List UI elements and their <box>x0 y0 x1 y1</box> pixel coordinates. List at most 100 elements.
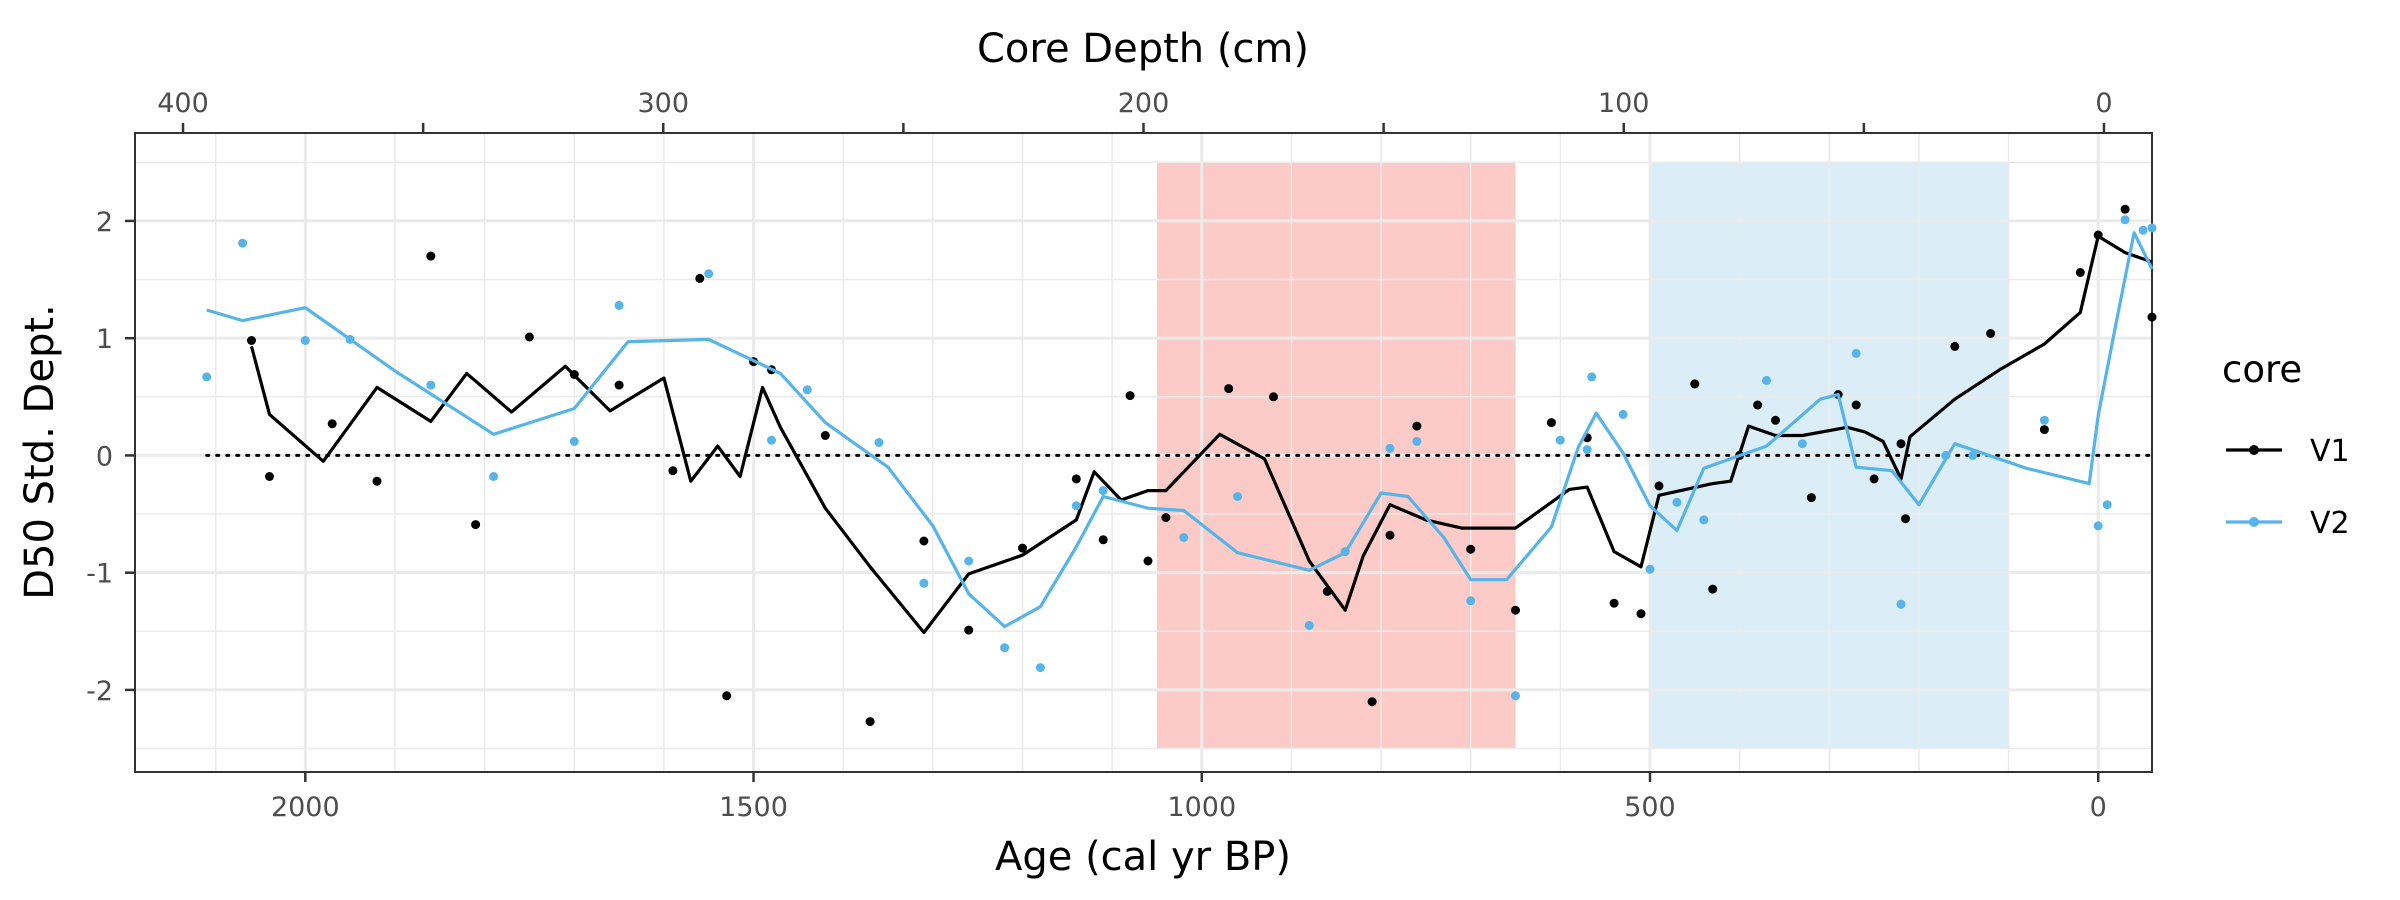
data-point-v2 <box>1233 492 1243 501</box>
data-point-v1 <box>569 370 579 379</box>
data-point-v1 <box>524 332 534 342</box>
data-point-v2 <box>1179 533 1189 542</box>
data-point-v1 <box>1851 400 1861 410</box>
data-point-v2 <box>1340 547 1350 557</box>
data-point-v2 <box>489 472 499 481</box>
data-point-v1 <box>1125 391 1135 401</box>
data-point-v1 <box>327 419 337 429</box>
data-point-v2 <box>1304 620 1314 630</box>
data-point-v1 <box>1161 513 1171 523</box>
top-axis-title: Core Depth (cm) <box>977 26 1309 72</box>
data-point-v2 <box>2147 223 2157 233</box>
data-point-v2 <box>1587 372 1597 382</box>
data-point-v1 <box>1806 493 1816 503</box>
data-point-v2 <box>426 380 436 390</box>
data-point-v2 <box>919 578 929 588</box>
data-point-v2 <box>2120 215 2130 225</box>
data-point-v2 <box>1941 450 1951 460</box>
data-point-v1 <box>964 625 974 635</box>
x-tick-label: 500 <box>1624 792 1676 823</box>
legend-label: V1 <box>2310 434 2350 469</box>
series-line-v2 <box>206 231 2154 629</box>
legend-title: core <box>2222 348 2302 391</box>
data-point-v1 <box>1322 586 1332 596</box>
data-point-v1 <box>1385 530 1395 540</box>
x-tick-label: 1000 <box>1167 792 1236 823</box>
data-point-v1 <box>1269 392 1278 402</box>
data-point-v2 <box>1968 450 1978 460</box>
data-point-v1 <box>1901 514 1910 524</box>
y-tick-label: 0 <box>96 441 113 472</box>
data-point-v1 <box>1708 584 1718 594</box>
data-point-v1 <box>820 431 830 440</box>
legend: core V1 V2 <box>2222 348 2350 541</box>
data-point-v1 <box>2075 268 2085 277</box>
y-tick-label: -2 <box>86 676 113 707</box>
series-v1 <box>247 204 2157 727</box>
data-point-v2 <box>1412 436 1422 446</box>
data-point-v2 <box>2039 415 2049 425</box>
data-point-v2 <box>569 436 579 446</box>
data-point-v1 <box>1654 481 1664 491</box>
data-point-v1 <box>1896 439 1906 449</box>
data-point-v2 <box>2102 500 2112 510</box>
data-point-v2 <box>2093 521 2103 531</box>
data-point-v2 <box>802 385 812 395</box>
data-point-v2 <box>1851 348 1861 358</box>
data-point-v1 <box>1869 474 1879 484</box>
data-point-v2 <box>704 269 714 279</box>
series-v2 <box>202 215 2157 701</box>
data-point-v1 <box>1950 341 1960 351</box>
data-point-v1 <box>668 466 678 476</box>
data-point-v1 <box>2039 425 2049 435</box>
bottom-axis: 2000 1500 1000 500 0 <box>271 772 2107 823</box>
data-point-v1 <box>1986 329 1996 338</box>
data-point-v1 <box>426 251 436 261</box>
data-point-v2 <box>767 435 776 445</box>
data-point-v1 <box>1098 535 1108 545</box>
data-point-v1 <box>1018 543 1027 553</box>
depth-tick-label: 0 <box>2095 88 2112 119</box>
data-point-v1 <box>1753 400 1763 410</box>
data-point-v1 <box>2120 204 2130 214</box>
data-point-v1 <box>2093 230 2103 240</box>
data-point-v1 <box>1511 605 1520 615</box>
data-point-v2 <box>1466 596 1476 606</box>
legend-key-v2: V2 <box>2226 506 2350 541</box>
data-point-v2 <box>614 300 624 310</box>
legend-marker <box>2249 445 2259 455</box>
data-point-v1 <box>265 472 274 481</box>
legend-label: V2 <box>2310 506 2350 541</box>
y-tick-label: 2 <box>96 207 113 238</box>
data-point-v2 <box>202 372 212 382</box>
data-point-v1 <box>247 336 256 345</box>
data-point-v1 <box>1636 609 1646 619</box>
data-point-v1 <box>1466 544 1476 554</box>
data-point-v1 <box>1224 384 1234 394</box>
data-point-v1 <box>1609 598 1619 608</box>
data-point-v2 <box>1098 486 1108 496</box>
y-tick-label: 1 <box>96 324 113 355</box>
data-point-v2 <box>1618 409 1628 419</box>
data-point-v2 <box>1555 435 1565 445</box>
left-axis: -2 -1 0 1 2 <box>86 207 135 707</box>
data-point-v1 <box>722 691 732 701</box>
data-point-v2 <box>1896 599 1906 609</box>
x-tick-label: 1500 <box>719 792 788 823</box>
depth-tick-label: 100 <box>1598 88 1650 119</box>
legend-marker <box>2249 517 2259 527</box>
data-point-v2 <box>1797 439 1807 449</box>
data-series <box>202 204 2157 727</box>
data-point-v2 <box>1511 691 1520 701</box>
data-point-v1 <box>1143 556 1153 566</box>
data-point-v1 <box>1546 418 1556 428</box>
data-point-v2 <box>345 334 355 344</box>
data-point-v2 <box>1762 375 1771 385</box>
data-point-v2 <box>238 238 248 248</box>
y-tick-label: -1 <box>86 559 113 590</box>
x-axis-title: Age (cal yr BP) <box>995 834 1291 880</box>
data-point-v2 <box>1071 501 1081 511</box>
data-point-v2 <box>2138 225 2148 235</box>
data-point-v2 <box>874 438 884 447</box>
